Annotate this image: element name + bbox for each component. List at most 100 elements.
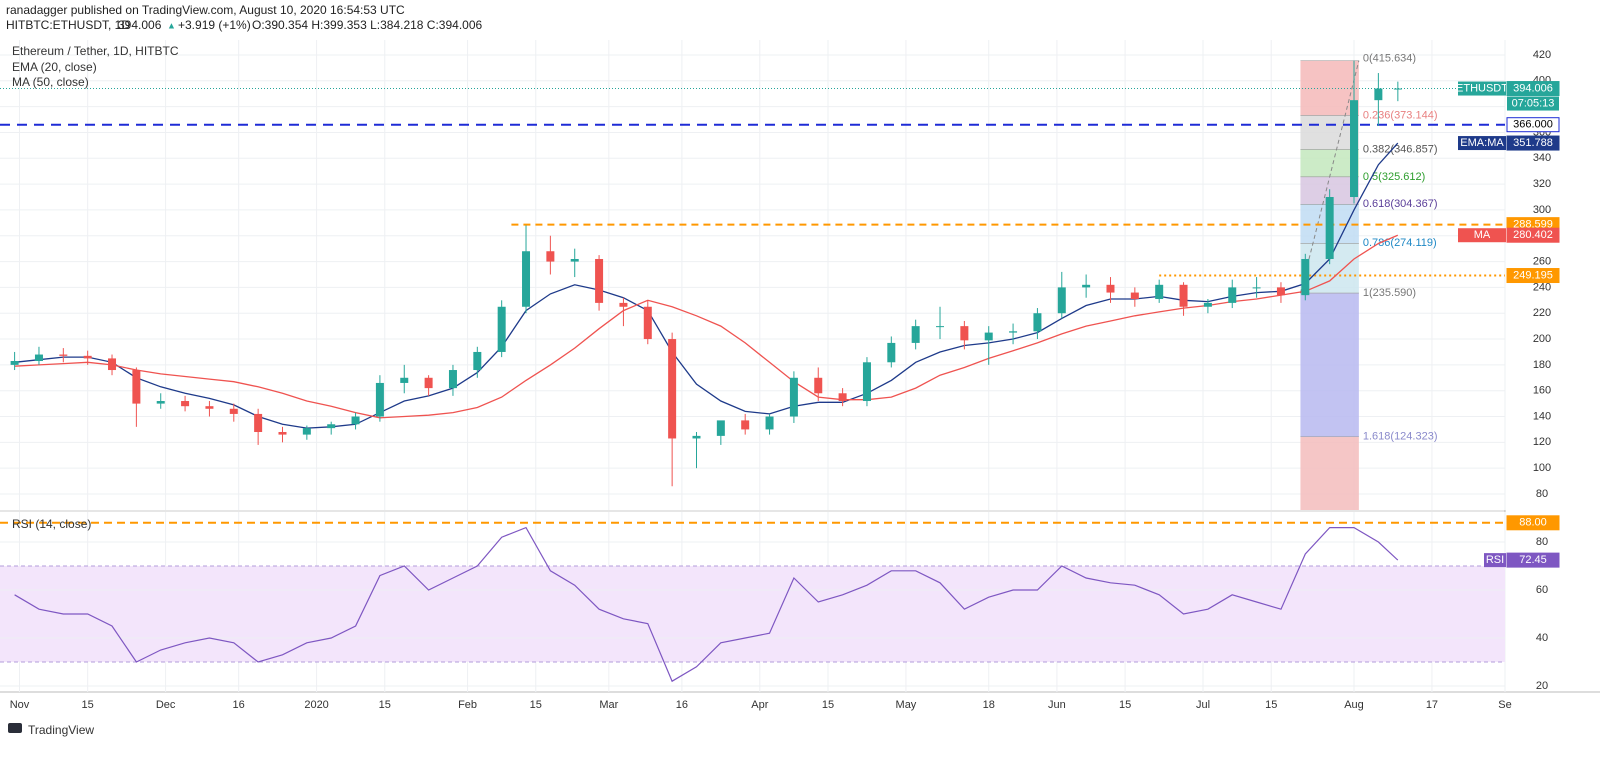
y-tick-label: 200	[1533, 333, 1551, 345]
candle-body	[789, 377, 798, 417]
name-tag	[1458, 136, 1506, 151]
rsi-line	[14, 526, 1399, 683]
candle-body	[10, 360, 19, 365]
candle-body	[936, 326, 945, 328]
candle-body	[595, 258, 604, 303]
candle-body	[1252, 287, 1261, 289]
candle-body	[473, 351, 482, 371]
candle-body	[1228, 287, 1237, 303]
fib-label: 0.236(373.144)	[1363, 109, 1438, 121]
candle-body	[327, 424, 336, 429]
fib-trend	[1299, 60, 1360, 294]
price-tag	[1506, 552, 1560, 568]
price-tag-label: 88.00	[1519, 517, 1547, 529]
name-tag-label: MA	[1474, 229, 1491, 241]
y-tick-label: 40	[1536, 632, 1548, 644]
price-tag	[1506, 515, 1560, 531]
y-tick-label: 80	[1536, 488, 1548, 500]
price-tag	[1506, 135, 1560, 151]
price-tag-label: 280.402	[1513, 229, 1553, 241]
fib-label: 0(415.634)	[1363, 53, 1416, 65]
legend-entry: EMA (20, close)	[12, 60, 97, 74]
name-tag	[1458, 81, 1506, 96]
fib-band	[1300, 149, 1359, 177]
x-tick-label: Aug	[1344, 699, 1364, 711]
candle-body	[887, 342, 896, 363]
candle-body	[400, 377, 409, 383]
x-tick-label: Apr	[751, 699, 768, 711]
name-tag	[1458, 228, 1506, 243]
candle-body	[229, 408, 238, 414]
candle-body	[205, 406, 214, 409]
y-tick-label: 160	[1533, 385, 1551, 397]
countdown: 07:05:13	[1512, 97, 1555, 109]
y-tick-label: 80	[1536, 536, 1548, 548]
symbol: HITBTC:ETHUSDT, 1D	[6, 18, 130, 32]
x-tick-label: 15	[1265, 699, 1277, 711]
candle-body	[1082, 284, 1091, 288]
x-tick-label: 2020	[304, 699, 328, 711]
candle-body	[497, 306, 506, 352]
candle-body	[1009, 331, 1018, 333]
candle-body	[1179, 284, 1188, 307]
fib-label: 0.5(325.612)	[1363, 171, 1425, 183]
rsi-band	[0, 566, 1505, 662]
x-tick-label: Dec	[156, 699, 176, 711]
candle-body	[351, 416, 360, 425]
price-tag-label: 72.45	[1519, 554, 1547, 566]
candle-body	[911, 326, 920, 343]
y-tick-label: 300	[1533, 204, 1551, 216]
candle-body	[814, 377, 823, 394]
price-tag-label: 351.788	[1513, 137, 1553, 149]
change: +3.919 (+1%)	[178, 18, 251, 32]
y-tick-label: 260	[1533, 255, 1551, 267]
candle-body	[278, 432, 287, 435]
indicator-line	[14, 142, 1399, 429]
x-tick-label: 15	[82, 699, 94, 711]
x-tick-label: Se	[1498, 699, 1511, 711]
candle-body	[1033, 313, 1042, 332]
price-tag	[1506, 81, 1560, 97]
last-price: 394.006	[118, 18, 162, 32]
name-tag-label: ETHUSDT	[1456, 82, 1508, 94]
fib-band	[1300, 115, 1359, 150]
y-tick-label: 120	[1533, 436, 1551, 448]
candle-body	[375, 382, 384, 417]
candle-body	[424, 377, 433, 389]
candle-body	[1374, 88, 1383, 101]
y-tick-label: 240	[1533, 281, 1551, 293]
name-tag-label: EMA:MA	[1460, 137, 1504, 149]
fib-band	[1300, 293, 1359, 437]
y-tick-label: 180	[1533, 359, 1551, 371]
candle-body	[34, 354, 43, 361]
legend-entry: MA (50, close)	[12, 75, 89, 89]
price-tag-label: 394.006	[1513, 82, 1553, 94]
candle-body	[1276, 287, 1285, 296]
candle-body	[1301, 258, 1310, 296]
fib-label: 1.618(124.323)	[1363, 431, 1438, 443]
price-tag-label: 288.599	[1513, 219, 1553, 231]
x-tick-label: 15	[379, 699, 391, 711]
y-tick-label: 420	[1533, 49, 1551, 61]
candle-body	[546, 251, 555, 262]
candle-body	[741, 420, 750, 430]
candle-body	[1393, 88, 1402, 90]
candle-body	[83, 355, 92, 359]
name-tag	[1484, 553, 1506, 568]
candle-body	[1155, 284, 1164, 300]
x-tick-label: Nov	[10, 699, 30, 711]
candle-body	[692, 435, 701, 439]
ohlc: O:390.354 H:399.353 L:384.218 C:394.006	[252, 18, 483, 32]
candle-body	[1130, 292, 1139, 300]
indicator-line	[14, 234, 1399, 419]
fib-band	[1300, 436, 1359, 510]
candle-body	[1057, 287, 1066, 314]
fib-label: 0.786(274.119)	[1363, 237, 1437, 249]
y-tick-label: 140	[1533, 410, 1551, 422]
y-tick-label: 340	[1533, 152, 1551, 164]
y-tick-label: 100	[1533, 462, 1551, 474]
price-tag-label: 249.195	[1513, 269, 1553, 281]
x-tick-label: 15	[822, 699, 834, 711]
candle-body	[862, 362, 871, 402]
candle-body	[643, 306, 652, 340]
